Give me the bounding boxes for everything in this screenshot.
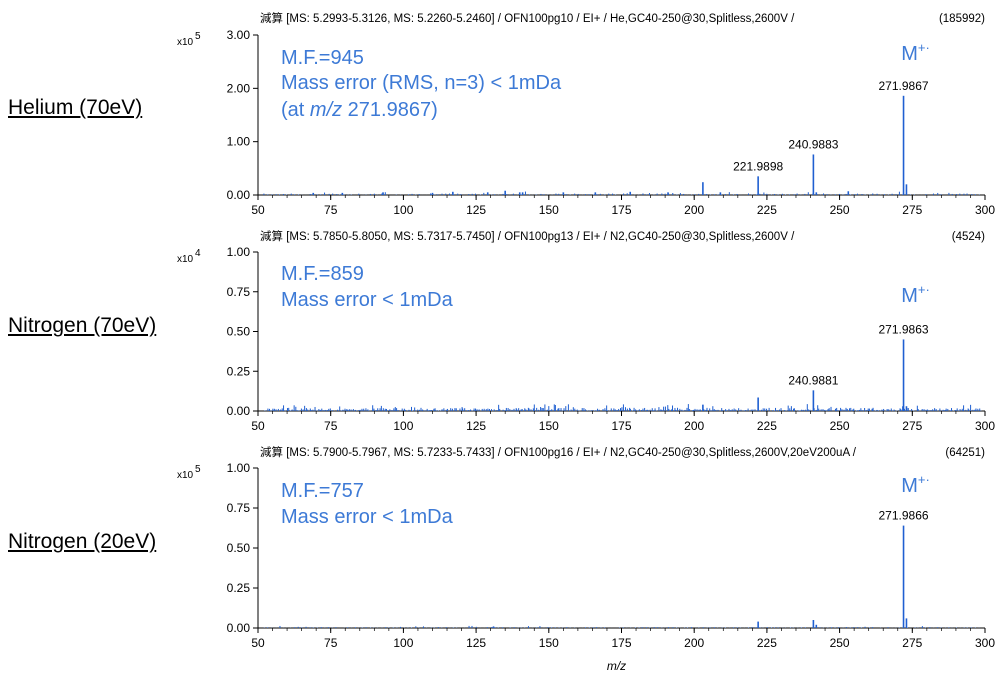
x-tick-label: 150 (539, 419, 559, 433)
y-tick-label: 0.50 (227, 325, 251, 339)
annotation-line: M.F.=945 (281, 47, 364, 69)
x-tick-label: 275 (902, 636, 922, 650)
peak-label: 271.9866 (879, 509, 929, 523)
annotation-prefix: (at (281, 99, 310, 121)
x-tick-label: 175 (611, 203, 631, 217)
y-tick-label: 0.25 (227, 364, 251, 378)
spectrum-base-intensity: (64251) (945, 447, 985, 459)
y-tick-label: 3.00 (227, 28, 251, 42)
y-tick-label: 1.00 (227, 135, 251, 149)
molecular-ion-label: M+· (901, 40, 930, 65)
spectrum-panel-0: 減算 [MS: 5.2993-5.3126, MS: 5.2260-5.2460… (177, 11, 995, 217)
x-tick-label: 75 (324, 419, 338, 433)
x-tick-label: 125 (466, 636, 486, 650)
x-tick-label: 300 (975, 203, 995, 217)
molecular-ion-charge: +· (918, 40, 930, 55)
peak-label: 240.9883 (788, 137, 838, 151)
x-tick-label: 100 (393, 419, 413, 433)
peak-label: 240.9881 (788, 373, 838, 387)
y-tick-label: 2.00 (227, 81, 251, 95)
peak-label: 271.9867 (879, 79, 929, 93)
x-tick-label: 225 (757, 203, 777, 217)
y-tick-label: 0.50 (227, 541, 251, 555)
y-tick-label: 0.75 (227, 285, 251, 299)
y-tick-label: 0.00 (227, 621, 251, 635)
x-tick-label: 225 (757, 636, 777, 650)
x-tick-label: 200 (684, 636, 704, 650)
y-tick-label: 0.00 (227, 188, 251, 202)
spectrum-panel-1: 減算 [MS: 5.7850-5.8050, MS: 5.7317-5.7450… (177, 229, 995, 433)
x-tick-label: 200 (684, 203, 704, 217)
y-tick-label: 0.75 (227, 501, 251, 515)
annotation-line: Mass error < 1mDa (281, 506, 454, 528)
x-tick-label: 75 (324, 203, 338, 217)
x-tick-label: 275 (902, 419, 922, 433)
x-tick-label: 300 (975, 419, 995, 433)
x-tick-label: 100 (393, 203, 413, 217)
x-tick-label: 150 (539, 636, 559, 650)
noise-peaks (263, 191, 980, 195)
x-tick-label: 50 (251, 636, 265, 650)
molecular-ion-label: M+· (901, 472, 930, 497)
y-multiplier-exponent: 5 (195, 31, 201, 42)
x-tick-label: 250 (830, 203, 850, 217)
row-label-nitrogen-20: Nitrogen (20eV) (8, 530, 157, 553)
x-tick-label: 50 (251, 203, 265, 217)
y-tick-label: 0.00 (227, 404, 251, 418)
row-label-helium: Helium (70eV) (8, 96, 143, 119)
x-tick-label: 75 (324, 636, 338, 650)
x-tick-label: 150 (539, 203, 559, 217)
noise-peaks (264, 404, 982, 411)
peak-label: 221.9898 (733, 159, 783, 173)
x-tick-label: 50 (251, 419, 265, 433)
y-multiplier: x10 (177, 470, 194, 481)
x-tick-label: 100 (393, 636, 413, 650)
annotation-mz: m/z (310, 99, 342, 121)
annotation-line: Mass error (RMS, n=3) < 1mDa (281, 72, 562, 94)
spectrum-base-intensity: (4524) (952, 231, 985, 243)
x-tick-label: 125 (466, 203, 486, 217)
noise-peaks (263, 625, 980, 628)
annotation-line: Mass error < 1mDa (281, 289, 454, 311)
x-tick-label: 125 (466, 419, 486, 433)
x-tick-label: 250 (830, 419, 850, 433)
x-tick-label: 250 (830, 636, 850, 650)
x-tick-label: 175 (611, 419, 631, 433)
y-multiplier: x10 (177, 37, 194, 48)
y-tick-label: 1.00 (227, 245, 251, 259)
peak-label: 271.9863 (879, 322, 929, 336)
y-multiplier-exponent: 5 (195, 464, 201, 475)
y-multiplier: x10 (177, 254, 194, 265)
molecular-ion-charge: +· (918, 282, 930, 297)
x-tick-label: 175 (611, 636, 631, 650)
annotation-line: (at m/z 271.9867) (281, 99, 438, 121)
molecular-ion-charge: +· (918, 472, 930, 487)
x-tick-label: 275 (902, 203, 922, 217)
spectrum-panel-2: 減算 [MS: 5.7900-5.7967, MS: 5.7233-5.7433… (177, 445, 995, 673)
y-tick-label: 0.25 (227, 581, 251, 595)
row-label-nitrogen-70: Nitrogen (70eV) (8, 314, 157, 337)
annotation-line: M.F.=859 (281, 263, 364, 285)
spectrum-header: 減算 [MS: 5.2993-5.3126, MS: 5.2260-5.2460… (260, 11, 795, 25)
x-tick-label: 225 (757, 419, 777, 433)
y-tick-label: 1.00 (227, 461, 251, 475)
spectrum-header: 減算 [MS: 5.7900-5.7967, MS: 5.7233-5.7433… (260, 445, 857, 459)
annotation-line: M.F.=757 (281, 480, 364, 502)
spectrum-header: 減算 [MS: 5.7850-5.8050, MS: 5.7317-5.7450… (260, 229, 795, 243)
x-axis-label: m/z (607, 659, 626, 673)
x-tick-label: 300 (975, 636, 995, 650)
annotation-suffix: 271.9867) (342, 99, 438, 121)
y-multiplier-exponent: 4 (195, 248, 201, 259)
x-tick-label: 200 (684, 419, 704, 433)
spectrum-base-intensity: (185992) (939, 13, 985, 25)
molecular-ion-label: M+· (901, 282, 930, 307)
